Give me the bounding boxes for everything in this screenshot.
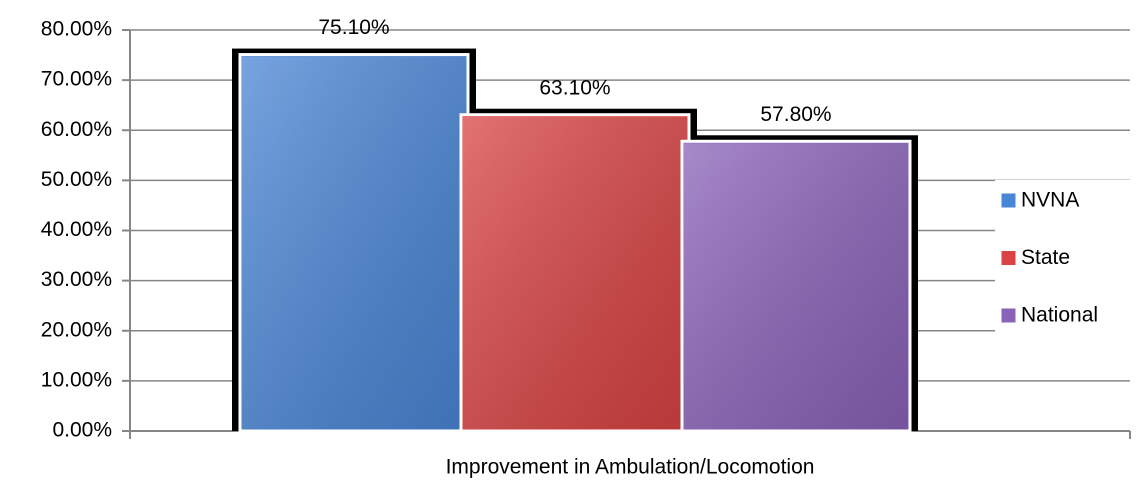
- x-tick-label: Improvement in Ambulation/Locomotion: [446, 456, 815, 479]
- legend-label: NVNA: [1021, 189, 1079, 212]
- y-tick-label: 80.00%: [41, 18, 112, 41]
- y-tick-label: 40.00%: [41, 218, 112, 241]
- data-label: 63.10%: [539, 76, 610, 99]
- legend-swatch: [1000, 307, 1017, 324]
- bar-shine: [684, 143, 908, 429]
- data-label: 75.10%: [318, 16, 389, 39]
- legend-swatch: [1000, 192, 1017, 209]
- y-tick-label: 20.00%: [41, 318, 112, 341]
- y-tick-label: 60.00%: [41, 118, 112, 141]
- legend-label: State: [1021, 246, 1070, 269]
- legend-label: National: [1021, 304, 1098, 327]
- y-tick-label: 0.00%: [52, 419, 112, 442]
- y-tick-label: 30.00%: [41, 268, 112, 291]
- y-tick-label: 70.00%: [41, 68, 112, 91]
- bar-shine: [242, 56, 466, 429]
- y-tick-label: 10.00%: [41, 368, 112, 391]
- legend-swatch: [1000, 250, 1017, 266]
- data-label: 57.80%: [760, 103, 831, 126]
- y-tick-label: 50.00%: [41, 168, 112, 191]
- bar-shine: [463, 116, 687, 430]
- legend-box: [995, 180, 1130, 340]
